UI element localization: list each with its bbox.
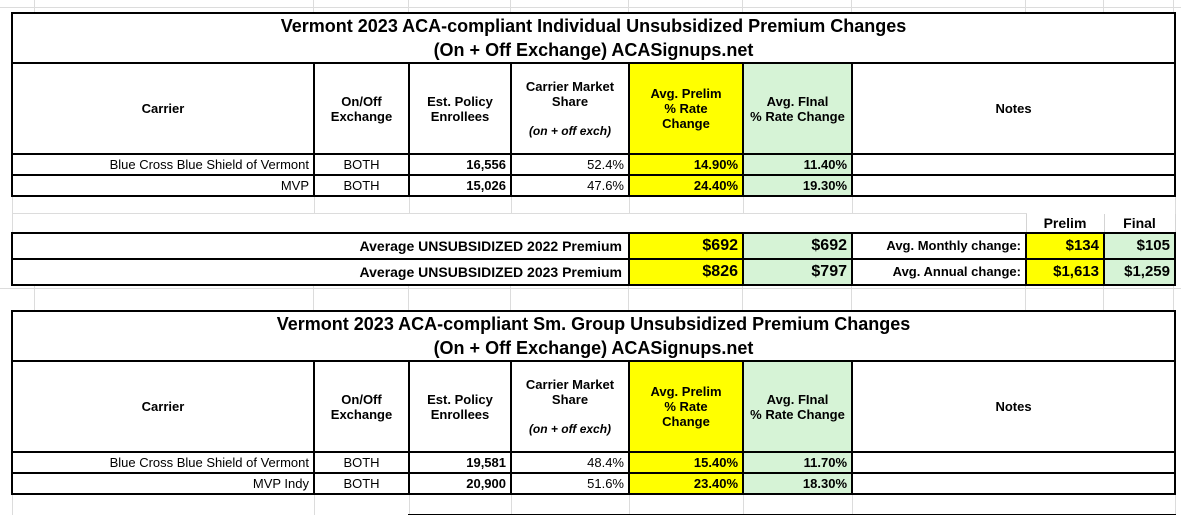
change-label-cell[interactable]: Avg. Annual change: xyxy=(851,257,1027,286)
table-title[interactable]: Vermont 2023 ACA-compliant Individual Un… xyxy=(11,12,1176,64)
market-share-header[interactable]: Carrier Market Share (on + off exch) xyxy=(510,62,630,155)
enrollees-cell[interactable]: 15,026 xyxy=(408,174,512,197)
prelim-rate-header[interactable]: Avg. Prelim % Rate Change xyxy=(628,360,744,453)
notes-cell[interactable] xyxy=(851,153,1176,176)
prelim-rate-cell[interactable]: 23.40% xyxy=(628,472,744,495)
final-rate-header[interactable]: Avg. FInal % Rate Change xyxy=(742,62,853,155)
notes-header[interactable]: Notes xyxy=(851,62,1176,155)
enrollees-header[interactable]: Est. Policy Enrollees xyxy=(408,62,512,155)
table-title-line1: Vermont 2023 ACA-compliant Individual Un… xyxy=(280,16,907,36)
empty-cell[interactable] xyxy=(628,494,743,515)
table-row: Blue Cross Blue Shield of Vermont BOTH 1… xyxy=(11,153,1176,176)
market-share-cell[interactable]: 52.4% xyxy=(510,153,630,176)
empty-cell[interactable] xyxy=(408,494,511,515)
notes-cell[interactable] xyxy=(851,472,1176,495)
premium-prelim-cell[interactable]: $692 xyxy=(628,231,744,260)
empty-cell[interactable] xyxy=(742,494,852,515)
table-title-line2: (On + Off Exchange) ACASignups.net xyxy=(433,338,754,358)
empty-cell[interactable] xyxy=(510,494,629,515)
gridline-horizontal xyxy=(0,288,1181,289)
empty-cell[interactable] xyxy=(628,196,743,217)
market-share-header-text: Carrier Market Share xyxy=(525,79,615,109)
empty-cell[interactable] xyxy=(11,494,314,515)
empty-cell[interactable] xyxy=(11,196,314,217)
prelim-rate-header[interactable]: Avg. Prelim % Rate Change xyxy=(628,62,744,155)
empty-cell[interactable] xyxy=(313,494,409,515)
individual-premium-table: Vermont 2023 ACA-compliant Individual Un… xyxy=(11,12,1176,245)
final-rate-cell[interactable]: 11.70% xyxy=(742,451,853,474)
carrier-header[interactable]: Carrier xyxy=(11,62,315,155)
empty-cell[interactable] xyxy=(510,196,629,217)
summary-label-cell[interactable]: Average UNSUBSIDIZED 2022 Premium xyxy=(11,231,630,260)
table-title-line1: Vermont 2023 ACA-compliant Sm. Group Uns… xyxy=(276,314,911,334)
table-title[interactable]: Vermont 2023 ACA-compliant Sm. Group Uns… xyxy=(11,310,1176,362)
market-share-cell[interactable]: 47.6% xyxy=(510,174,630,197)
change-final-cell[interactable]: $1,259 xyxy=(1103,257,1176,286)
enrollees-cell[interactable]: 19,581 xyxy=(408,451,512,474)
empty-cell[interactable] xyxy=(408,196,511,217)
exchange-header[interactable]: On/Off Exchange xyxy=(313,360,410,453)
exchange-cell[interactable]: BOTH xyxy=(313,153,410,176)
enrollees-cell[interactable]: 20,900 xyxy=(408,472,512,495)
blank-row xyxy=(11,196,1176,217)
table-row: MVP BOTH 15,026 47.6% 24.40% 19.30% xyxy=(11,174,1176,197)
change-final-cell[interactable]: $105 xyxy=(1103,231,1176,260)
change-prelim-cell[interactable]: $134 xyxy=(1025,231,1105,260)
exchange-header[interactable]: On/Off Exchange xyxy=(313,62,410,155)
enrollees-cell[interactable]: 16,556 xyxy=(408,153,512,176)
change-label-cell[interactable]: Avg. Monthly change: xyxy=(851,231,1027,260)
carrier-cell[interactable]: MVP xyxy=(11,174,315,197)
summary-row: Average UNSUBSIDIZED 2023 Premium $826 $… xyxy=(11,257,1176,286)
carrier-cell[interactable]: Blue Cross Blue Shield of Vermont xyxy=(11,153,315,176)
final-rate-cell[interactable]: 19.30% xyxy=(742,174,853,197)
exchange-cell[interactable]: BOTH xyxy=(313,174,410,197)
market-share-cell[interactable]: 48.4% xyxy=(510,451,630,474)
prelim-rate-cell[interactable]: 24.40% xyxy=(628,174,744,197)
market-share-header-note: (on + off exch) xyxy=(528,124,612,138)
exchange-cell[interactable]: BOTH xyxy=(313,472,410,495)
table-row: MVP Indy BOTH 20,900 51.6% 23.40% 18.30% xyxy=(11,472,1176,495)
small-group-premium-table: Vermont 2023 ACA-compliant Sm. Group Uns… xyxy=(11,310,1176,515)
empty-cell[interactable] xyxy=(313,196,409,217)
change-prelim-cell[interactable]: $1,613 xyxy=(1025,257,1105,286)
market-share-cell[interactable]: 51.6% xyxy=(510,472,630,495)
prelim-rate-cell[interactable]: 15.40% xyxy=(628,451,744,474)
premium-final-cell[interactable]: $797 xyxy=(742,257,853,286)
carrier-cell[interactable]: MVP Indy xyxy=(11,472,315,495)
empty-cell[interactable] xyxy=(742,196,852,217)
gridline-horizontal xyxy=(0,7,1181,8)
exchange-cell[interactable]: BOTH xyxy=(313,451,410,474)
summary-label-cell[interactable]: Average UNSUBSIDIZED 2023 Premium xyxy=(11,257,630,286)
final-column-label[interactable]: Final xyxy=(1103,213,1176,233)
carrier-cell[interactable]: Blue Cross Blue Shield of Vermont xyxy=(11,451,315,474)
final-rate-cell[interactable]: 18.30% xyxy=(742,472,853,495)
summary-row: Average UNSUBSIDIZED 2022 Premium $692 $… xyxy=(11,231,1176,260)
blank-row xyxy=(11,494,1176,515)
carrier-header[interactable]: Carrier xyxy=(11,360,315,453)
empty-cell[interactable] xyxy=(11,213,1026,233)
table-row: Blue Cross Blue Shield of Vermont BOTH 1… xyxy=(11,451,1176,474)
prelim-column-label[interactable]: Prelim xyxy=(1025,213,1105,233)
premium-summary-table: Prelim Final Average UNSUBSIDIZED 2022 P… xyxy=(11,213,1176,286)
prelim-rate-cell[interactable]: 14.90% xyxy=(628,153,744,176)
premium-final-cell[interactable]: $692 xyxy=(742,231,853,260)
gridline-strip-top xyxy=(0,0,1181,12)
market-share-header-text: Carrier Market Share xyxy=(525,377,615,407)
table-title-line2: (On + Off Exchange) ACASignups.net xyxy=(433,40,754,60)
empty-cell[interactable] xyxy=(851,494,1176,515)
final-rate-cell[interactable]: 11.40% xyxy=(742,153,853,176)
notes-cell[interactable] xyxy=(851,451,1176,474)
market-share-header[interactable]: Carrier Market Share (on + off exch) xyxy=(510,360,630,453)
market-share-header-note: (on + off exch) xyxy=(528,422,612,436)
final-rate-header[interactable]: Avg. FInal % Rate Change xyxy=(742,360,853,453)
enrollees-header[interactable]: Est. Policy Enrollees xyxy=(408,360,512,453)
premium-prelim-cell[interactable]: $826 xyxy=(628,257,744,286)
notes-cell[interactable] xyxy=(851,174,1176,197)
empty-cell[interactable] xyxy=(851,196,1176,217)
gridline-strip-middle xyxy=(0,284,1181,310)
notes-header[interactable]: Notes xyxy=(851,360,1176,453)
